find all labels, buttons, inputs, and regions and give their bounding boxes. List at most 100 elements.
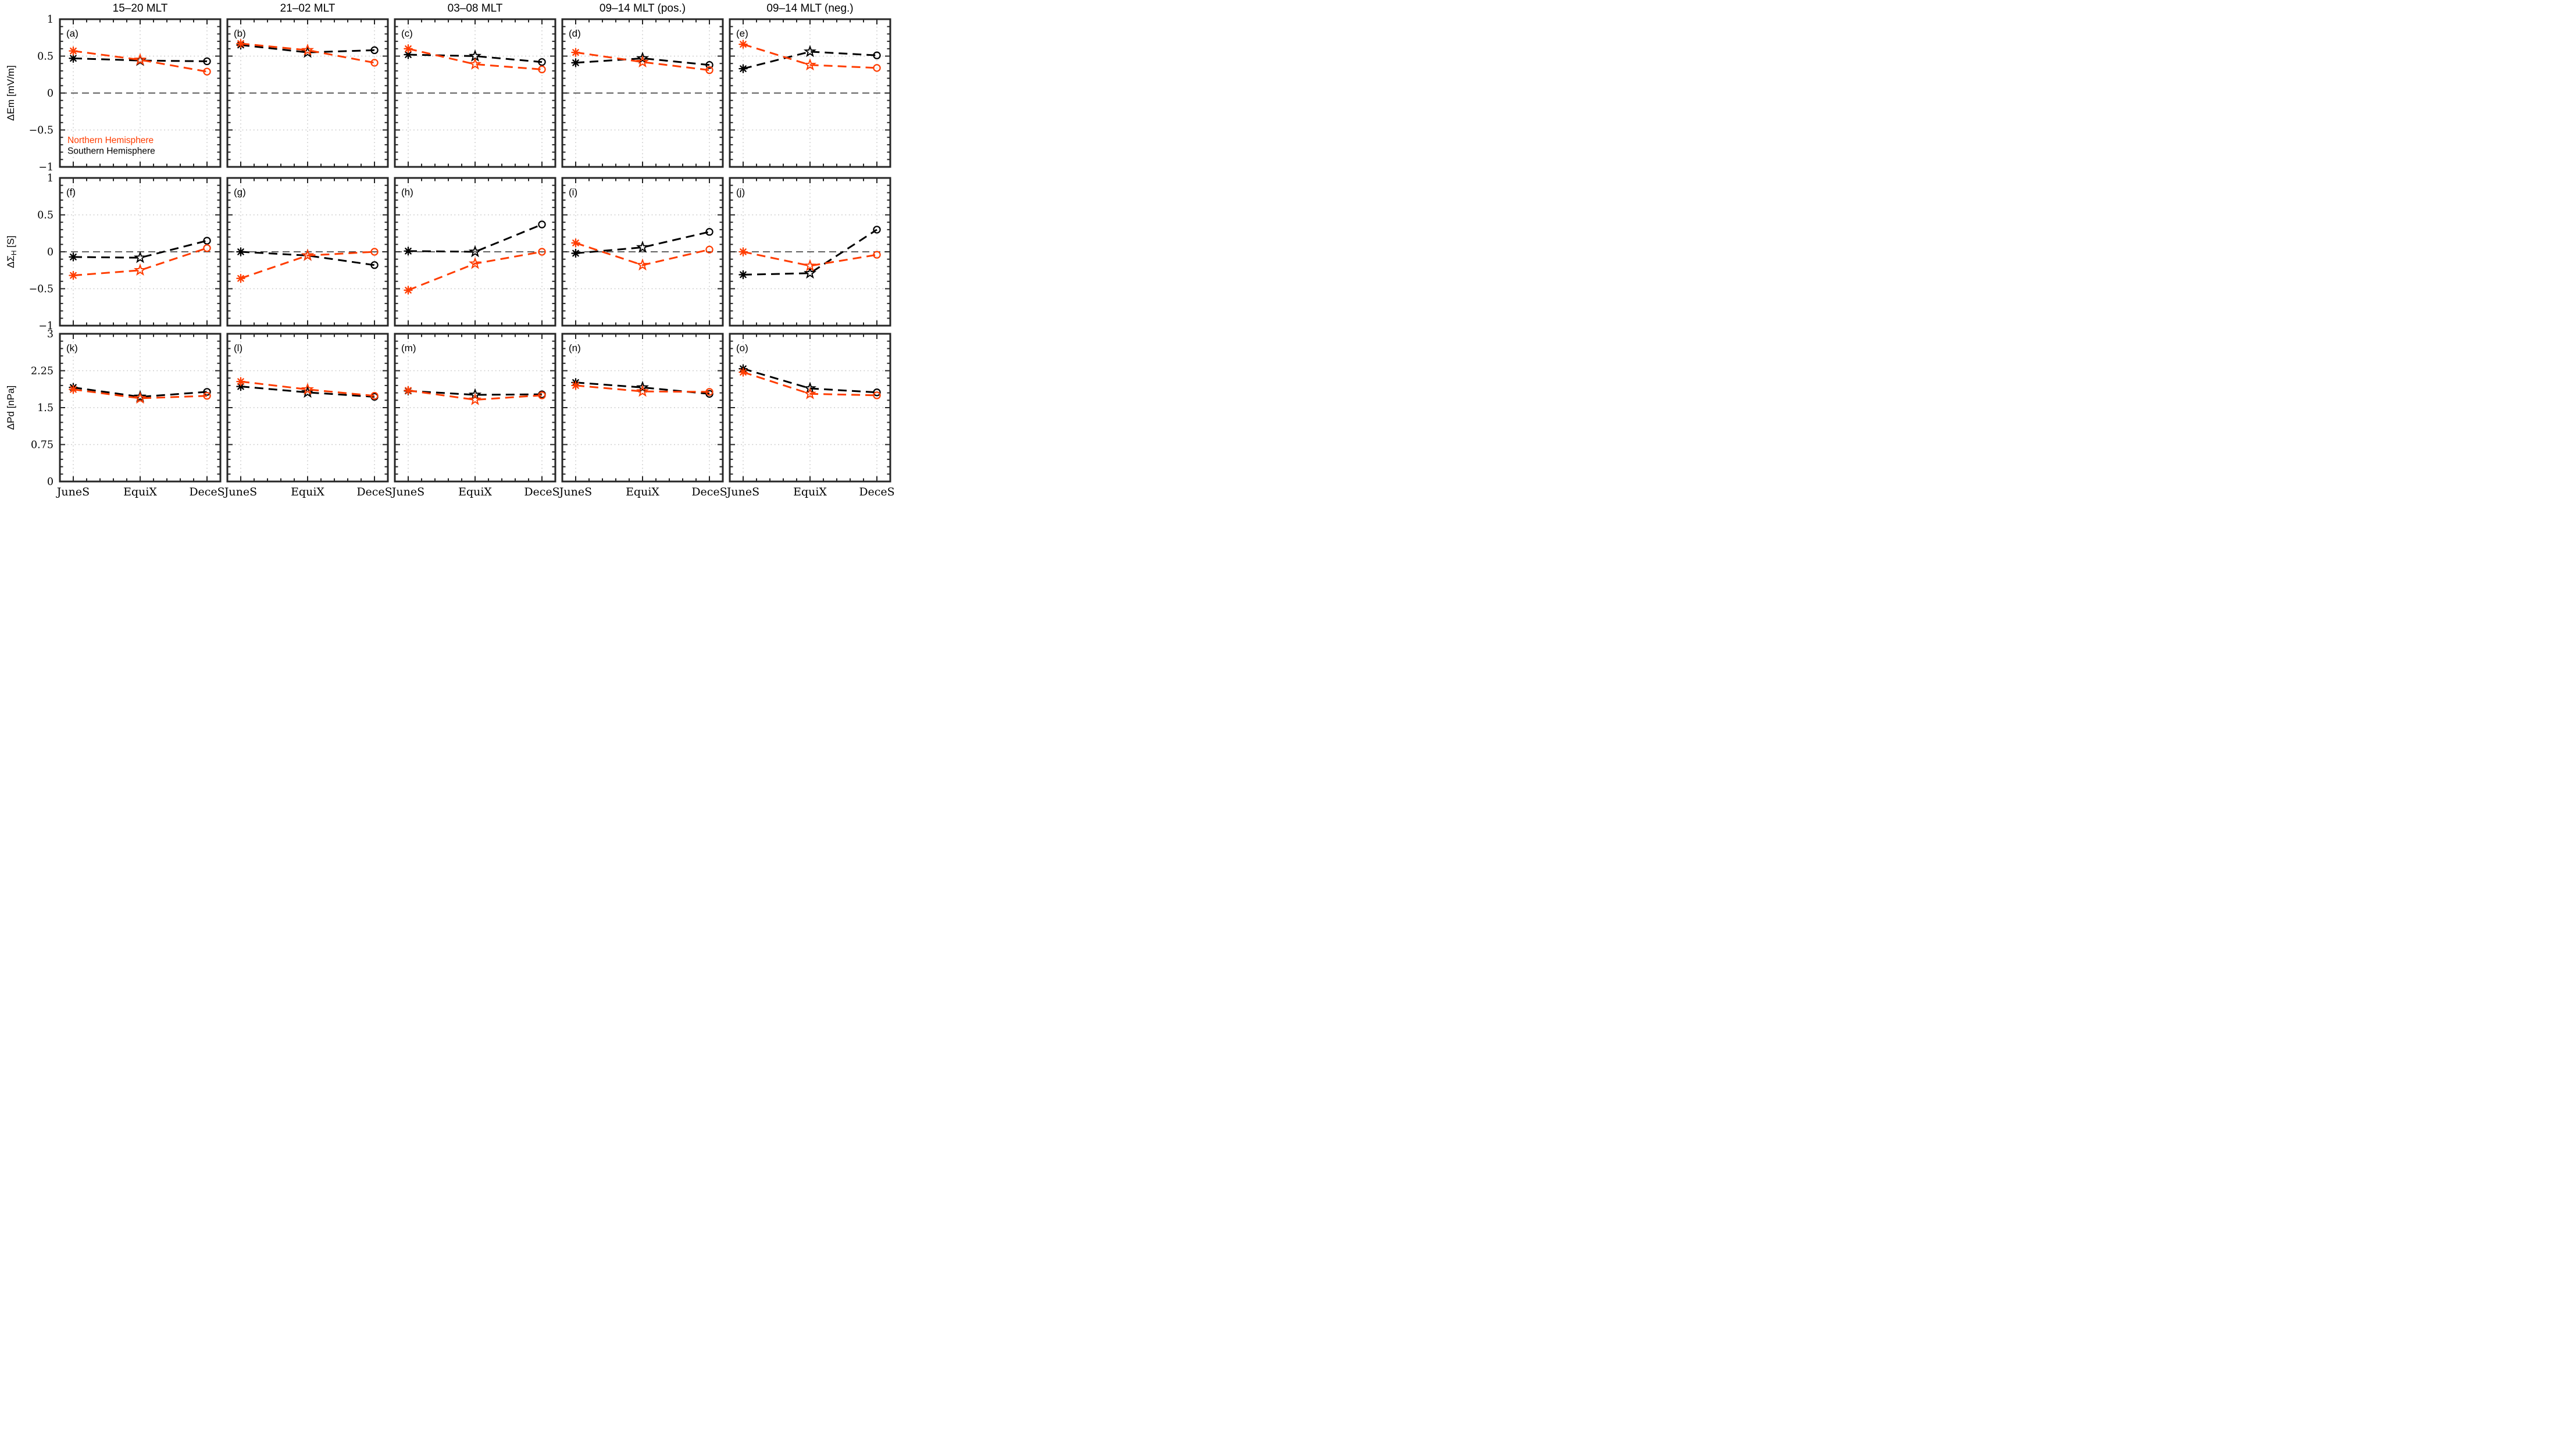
asterisk-spoke bbox=[405, 287, 412, 294]
asterisk-spoke bbox=[70, 386, 77, 393]
asterisk-marker bbox=[571, 58, 580, 67]
star-marker bbox=[636, 380, 650, 393]
star-marker bbox=[803, 266, 817, 279]
col-title: 09–14 MLT (pos.) bbox=[600, 2, 686, 15]
panel-background bbox=[227, 334, 388, 481]
gridlines bbox=[395, 334, 555, 481]
asterisk-spoke bbox=[237, 383, 244, 390]
gridlines bbox=[730, 19, 890, 167]
star-marker bbox=[133, 391, 147, 404]
gridlines bbox=[60, 19, 220, 167]
circle-marker bbox=[705, 245, 713, 254]
legend-northern-hemisphere: Northern Hemisphere bbox=[67, 135, 154, 145]
south-series-line bbox=[240, 251, 375, 266]
circle-marker bbox=[873, 51, 881, 59]
axis-ticks bbox=[227, 178, 388, 326]
y-tick-label: 0 bbox=[47, 476, 53, 488]
north-series-line bbox=[575, 242, 710, 266]
panel-border bbox=[561, 177, 724, 327]
star-marker bbox=[636, 51, 650, 64]
y-tick-label: 0.5 bbox=[37, 210, 53, 222]
panel-a: (a) bbox=[59, 18, 222, 168]
gridlines bbox=[227, 334, 388, 481]
north-series bbox=[404, 248, 546, 295]
star-marker bbox=[133, 251, 147, 263]
north-series-line bbox=[575, 384, 710, 393]
asterisk-marker bbox=[571, 238, 580, 248]
north-series-line bbox=[73, 247, 208, 277]
circle-marker bbox=[203, 391, 211, 400]
north-series-line bbox=[743, 371, 877, 397]
y-axis-label-unit: [nPa] bbox=[5, 386, 16, 411]
circle-marker bbox=[203, 67, 211, 76]
star-marker bbox=[636, 258, 650, 271]
south-series-line bbox=[743, 368, 877, 394]
panel-border bbox=[226, 177, 389, 327]
star-marker bbox=[803, 58, 817, 71]
asterisk-spoke bbox=[70, 272, 77, 279]
panel-k: (k) bbox=[59, 333, 222, 483]
asterisk-spoke bbox=[405, 51, 412, 58]
asterisk-spoke bbox=[237, 40, 244, 47]
panel-letter: (c) bbox=[401, 28, 413, 39]
asterisk-marker bbox=[236, 377, 245, 386]
north-series bbox=[69, 244, 211, 280]
y-tick-label: 1 bbox=[47, 173, 53, 184]
circle-marker bbox=[873, 64, 881, 72]
south-series bbox=[69, 237, 211, 263]
star-marker bbox=[803, 387, 817, 399]
asterisk-marker bbox=[236, 39, 245, 48]
y-tick-label: −1 bbox=[38, 162, 53, 173]
y-tick-label: 1 bbox=[47, 14, 53, 26]
x-tick-label: JuneS bbox=[56, 486, 90, 498]
panel-border bbox=[394, 177, 556, 327]
panel-background bbox=[60, 334, 220, 481]
star-marker bbox=[803, 259, 817, 272]
asterisk-spoke bbox=[237, 378, 244, 385]
circle-marker bbox=[203, 57, 211, 66]
panel-background bbox=[730, 334, 890, 481]
north-series-line bbox=[240, 380, 375, 397]
asterisk-marker bbox=[738, 270, 748, 280]
north-series bbox=[236, 39, 379, 67]
circle-marker bbox=[203, 237, 211, 245]
panel-letter: (h) bbox=[401, 187, 413, 198]
north-series-line bbox=[408, 48, 543, 70]
south-series-line bbox=[408, 223, 543, 253]
panel-letter: (f) bbox=[66, 187, 76, 198]
circle-marker bbox=[538, 58, 546, 66]
panel-border bbox=[226, 333, 389, 483]
y-axis-label-main: ΔEm bbox=[5, 99, 16, 121]
north-series-line bbox=[240, 42, 375, 64]
circle-marker bbox=[538, 391, 546, 399]
circle-marker bbox=[370, 391, 379, 400]
star-marker bbox=[468, 388, 482, 401]
x-tick-label: DeceS bbox=[189, 486, 224, 498]
asterisk-spoke bbox=[740, 41, 747, 48]
star-marker bbox=[636, 240, 650, 253]
panel-letter: (d) bbox=[569, 28, 581, 39]
asterisk-marker bbox=[738, 64, 748, 73]
circle-marker bbox=[203, 244, 211, 252]
asterisk-marker bbox=[236, 247, 245, 256]
panel-letter: (j) bbox=[736, 187, 745, 198]
north-series-line bbox=[743, 43, 877, 69]
multi-panel-chart: 15–20 MLT 21–02 MLT 03–08 MLT 09–14 MLT (po… bbox=[0, 0, 895, 498]
panel-i: (i) bbox=[561, 177, 724, 327]
south-series-line bbox=[240, 386, 375, 398]
panel-letter: (e) bbox=[736, 28, 748, 39]
gridlines bbox=[395, 19, 555, 167]
circle-marker bbox=[705, 388, 713, 396]
x-tick-label: JuneS bbox=[223, 486, 257, 498]
panel-border bbox=[561, 333, 724, 483]
asterisk-spoke bbox=[405, 45, 412, 52]
asterisk-spoke bbox=[572, 59, 579, 66]
circle-marker bbox=[538, 220, 546, 229]
north-series-line bbox=[73, 388, 208, 399]
y-axis-label: ΔEm [mV/m] bbox=[5, 65, 16, 120]
south-series-line bbox=[743, 229, 877, 276]
circle-marker bbox=[873, 226, 881, 234]
y-axis-label-unit: [S] bbox=[5, 236, 16, 251]
gridlines bbox=[730, 334, 890, 481]
gridlines bbox=[562, 178, 723, 326]
